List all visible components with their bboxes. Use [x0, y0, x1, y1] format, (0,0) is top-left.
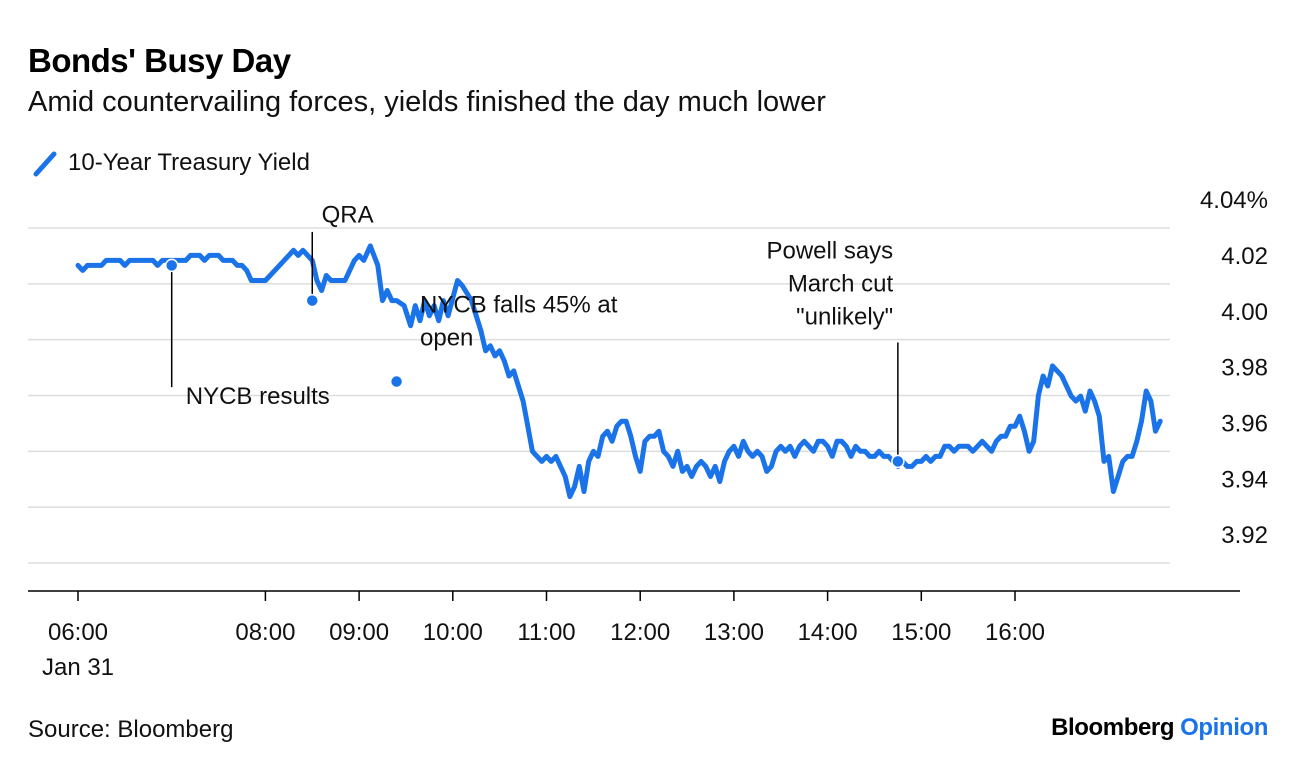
annotation-label-line: open — [420, 324, 473, 351]
annotation-marker-1 — [305, 293, 319, 308]
y-tick-label-4: 3.96 — [1221, 410, 1268, 437]
chart-legend: 10-Year Treasury Yield — [30, 148, 310, 178]
chart-title: Bonds' Busy Day — [28, 42, 291, 79]
annotation-label-1: QRA — [322, 201, 374, 228]
x-tick-label-0: 06:00 — [48, 619, 108, 646]
logo-brand: Bloomberg — [1051, 714, 1175, 741]
annotation-marker-0 — [164, 258, 179, 273]
y-tick-label-3: 3.98 — [1221, 355, 1268, 382]
annotation-marker-3 — [891, 454, 905, 469]
x-tick-label-6: 13:00 — [704, 619, 764, 646]
x-tick-label-4: 11:00 — [517, 619, 575, 646]
legend-swatch-icon — [33, 151, 57, 177]
series-line-0 — [75, 243, 1163, 500]
x-tick-label-9: 16:00 — [985, 619, 1045, 646]
x-tick-label-1: 08:00 — [235, 619, 295, 646]
x-tick-label-7: 14:00 — [798, 619, 858, 646]
y-tick-label-2: 4.00 — [1221, 299, 1268, 326]
annotation-label-line: Powell says — [766, 238, 893, 265]
x-tick-label-5: 12:00 — [610, 619, 670, 646]
y-tick-label-0: 4.04% — [1200, 187, 1268, 214]
annotation-label-line: "unlikely" — [796, 304, 893, 331]
x-tick-sublabel-0: Jan 31 — [42, 654, 114, 681]
y-tick-label-6: 3.92 — [1221, 522, 1268, 549]
annotation-label-line: NYCB falls 45% at — [420, 291, 618, 318]
source-note: Source: Bloomberg — [28, 716, 234, 743]
annotation-label-0: NYCB results — [186, 383, 330, 410]
annotation-label-line: NYCB results — [186, 383, 330, 410]
annotation-label-2: NYCB falls 45% at open — [420, 291, 618, 351]
x-tick-label-2: 09:00 — [329, 619, 389, 646]
legend-label: 10-Year Treasury Yield — [68, 149, 310, 176]
y-tick-label-5: 3.94 — [1221, 466, 1268, 493]
x-tick-label-8: 15:00 — [891, 619, 951, 646]
annotation-marker-2 — [389, 374, 404, 389]
bloomberg-opinion-logo: Bloomberg Opinion — [1051, 714, 1268, 742]
y-tick-label-1: 4.02 — [1221, 243, 1268, 270]
annotation-label-3: Powell says March cut "unlikely" — [766, 238, 893, 331]
annotation-label-line: March cut — [788, 271, 894, 298]
x-tick-label-3: 10:00 — [423, 619, 483, 646]
chart-subtitle: Amid countervailing forces, yields finis… — [28, 86, 826, 118]
logo-suffix: Opinion — [1180, 714, 1268, 741]
annotation-label-line: QRA — [322, 201, 374, 228]
